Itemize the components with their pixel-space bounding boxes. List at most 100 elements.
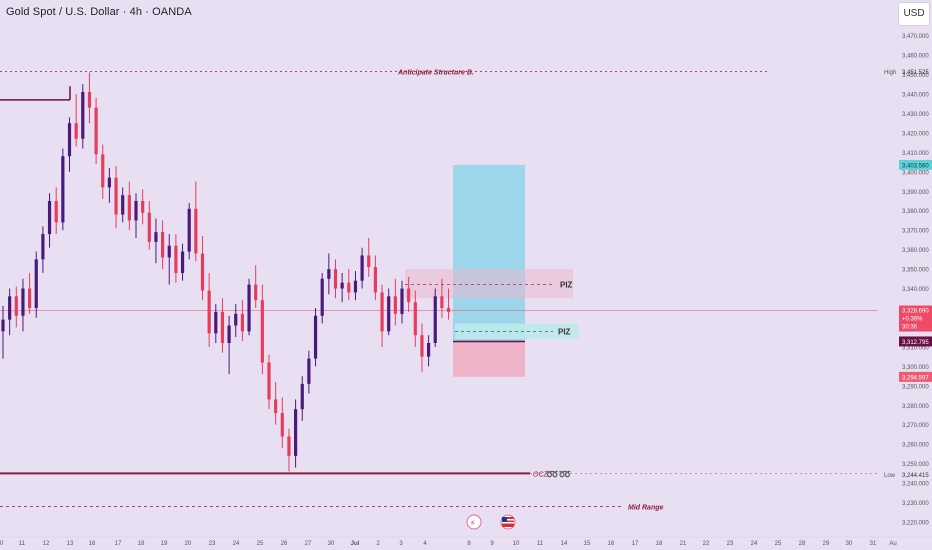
- candle-body[interactable]: [234, 313, 238, 326]
- price-axis[interactable]: [878, 0, 932, 537]
- candle-body[interactable]: [41, 234, 45, 260]
- candle-body[interactable]: [28, 288, 32, 308]
- candle-body[interactable]: [167, 245, 171, 258]
- candle-body[interactable]: [227, 325, 231, 344]
- candle-body[interactable]: [427, 343, 431, 357]
- candle-body[interactable]: [327, 269, 331, 279]
- candle-body[interactable]: [134, 200, 138, 221]
- x-tick-label: 9: [490, 541, 494, 547]
- candle-body[interactable]: [254, 284, 258, 301]
- x-tick-label: 14: [561, 541, 568, 547]
- currency-button[interactable]: USD: [898, 2, 930, 26]
- candle-body[interactable]: [360, 255, 364, 281]
- candle-body[interactable]: [393, 296, 397, 314]
- candle-body[interactable]: [420, 335, 424, 357]
- price-label-value: 3,403.560: [902, 163, 929, 169]
- candle-body[interactable]: [294, 409, 298, 456]
- candle-body[interactable]: [214, 311, 218, 334]
- x-tick-label: 13: [67, 541, 74, 547]
- candle-body[interactable]: [94, 107, 98, 155]
- x-tick-label: Au: [889, 541, 896, 547]
- candle-body[interactable]: [101, 154, 105, 188]
- ocz-icon: ➿➿: [546, 469, 571, 480]
- candle-body[interactable]: [287, 436, 291, 456]
- y-tick-label: 3,410.000: [902, 151, 929, 157]
- candle-body[interactable]: [1, 319, 5, 332]
- candle-body[interactable]: [300, 383, 304, 410]
- current-price-value: 3,328.690: [902, 309, 929, 315]
- candle-body[interactable]: [446, 307, 451, 312]
- candle-body[interactable]: [380, 292, 384, 332]
- candle-body[interactable]: [121, 195, 125, 215]
- candle-body[interactable]: [260, 300, 264, 363]
- candle-body[interactable]: [174, 245, 178, 273]
- candle-body[interactable]: [373, 267, 377, 293]
- candle-body[interactable]: [320, 278, 324, 316]
- candle-body[interactable]: [413, 302, 417, 336]
- candle-body[interactable]: [207, 290, 211, 334]
- x-tick-label: 22: [703, 541, 710, 547]
- x-tick-label: 23: [727, 541, 734, 547]
- candle-body[interactable]: [154, 232, 158, 242]
- candle-body[interactable]: [200, 253, 205, 291]
- candle-body[interactable]: [14, 296, 18, 316]
- candle-body[interactable]: [34, 259, 38, 308]
- candle-body[interactable]: [353, 280, 358, 293]
- x-tick-label: 30: [846, 541, 853, 547]
- candle-body[interactable]: [147, 212, 151, 242]
- x-tick-label: 15: [584, 541, 591, 547]
- candle-body[interactable]: [220, 311, 225, 344]
- piz-upper-zone[interactable]: [405, 269, 573, 299]
- us-flag-event-icon[interactable]: [500, 514, 516, 530]
- candle-body[interactable]: [141, 200, 145, 213]
- candle-body[interactable]: [54, 200, 58, 223]
- candle-body[interactable]: [194, 208, 198, 254]
- candle-body[interactable]: [74, 123, 78, 139]
- candle-body[interactable]: [67, 123, 72, 157]
- y-tick-label: 3,430.000: [902, 112, 929, 118]
- candle-body[interactable]: [127, 195, 131, 221]
- y-tick-label: 3,380.000: [902, 209, 929, 215]
- candle-body[interactable]: [340, 282, 344, 289]
- candle-body[interactable]: [333, 269, 338, 289]
- candle-body[interactable]: [114, 177, 118, 215]
- candle-body[interactable]: [81, 92, 85, 139]
- x-tick-label: 12: [43, 541, 50, 547]
- x-tick-label: 25: [257, 541, 264, 547]
- candle-body[interactable]: [400, 288, 404, 314]
- current-price-change: +0.36%: [902, 317, 923, 323]
- candle-body[interactable]: [313, 315, 318, 359]
- y-tick-label: 3,240.000: [902, 482, 929, 488]
- long-target-zone[interactable]: [453, 164, 525, 342]
- ocz-label: OCZ: [533, 471, 549, 478]
- candle-body[interactable]: [61, 156, 65, 223]
- bar-countdown: 30:36: [902, 325, 918, 331]
- candle-body[interactable]: [247, 284, 251, 332]
- candle-body[interactable]: [267, 362, 271, 400]
- candle-body[interactable]: [161, 232, 165, 258]
- flash-event-icon[interactable]: ⚡: [466, 514, 482, 530]
- candle-body[interactable]: [433, 296, 437, 344]
- y-tick-label: 3,440.000: [902, 92, 929, 98]
- candle-body[interactable]: [280, 413, 284, 437]
- candle-body[interactable]: [240, 313, 244, 332]
- candle-body[interactable]: [180, 251, 185, 273]
- candle-body[interactable]: [8, 296, 12, 320]
- candle-body[interactable]: [274, 399, 278, 414]
- candle-body[interactable]: [21, 288, 25, 316]
- candle-body[interactable]: [107, 177, 111, 188]
- x-tick-label: 18: [138, 541, 145, 547]
- candle-body[interactable]: [347, 282, 351, 293]
- candle-body[interactable]: [440, 296, 444, 308]
- price-label-red: 3,294.597: [899, 371, 932, 382]
- candle-body[interactable]: [187, 208, 191, 252]
- candle-body[interactable]: [87, 92, 92, 108]
- candle-body[interactable]: [367, 255, 371, 268]
- candle-body[interactable]: [47, 200, 52, 235]
- candle-body[interactable]: [407, 288, 411, 303]
- candle-body[interactable]: [307, 358, 311, 384]
- long-stop-zone[interactable]: [453, 341, 525, 377]
- candle-body[interactable]: [387, 296, 391, 332]
- piz-upper-label: PIZ: [560, 281, 573, 290]
